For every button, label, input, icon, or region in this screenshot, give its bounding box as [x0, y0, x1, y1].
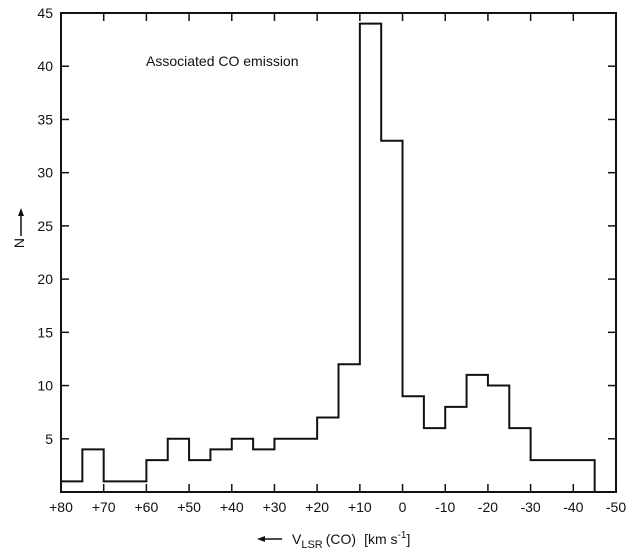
x-tick-label: -10	[435, 499, 455, 515]
histogram-bar	[339, 364, 360, 492]
x-tick-label: -20	[478, 499, 498, 515]
histogram-bar	[125, 481, 146, 492]
histogram-bar	[210, 449, 231, 492]
x-tick-label: +20	[305, 499, 329, 515]
y-tick-label: 15	[37, 324, 53, 340]
y-tick-label: 40	[37, 58, 53, 74]
histogram-bar	[317, 417, 338, 492]
x-axis-label-suffix: (CO)	[326, 531, 356, 547]
x-tick-label: +10	[348, 499, 372, 515]
x-tick-label: -40	[563, 499, 583, 515]
histogram-bar	[509, 428, 530, 492]
y-tick-label: 25	[37, 218, 53, 234]
histogram-outline	[60, 22, 596, 492]
histogram-bar	[360, 24, 381, 492]
histogram-bar	[424, 428, 445, 492]
x-axis-label-bracket-open: [	[364, 531, 368, 547]
x-tick-label: -30	[520, 499, 540, 515]
x-tick-label: 0	[399, 499, 407, 515]
x-tick-label: +70	[92, 499, 116, 515]
y-tick-label: 45	[37, 5, 53, 21]
y-tick-label: 10	[37, 378, 53, 394]
histogram-bar	[488, 386, 509, 492]
x-tick-label: +30	[263, 499, 287, 515]
histogram-bar	[253, 449, 274, 492]
histogram-bar	[296, 439, 317, 492]
histogram-bar	[61, 481, 82, 492]
histogram-bar	[467, 375, 488, 492]
x-tick-label: +50	[177, 499, 201, 515]
chart-annotation: Associated CO emission	[146, 53, 299, 69]
x-axis-label: VLSR (CO) [km s-1]	[257, 530, 410, 551]
histogram-bar	[82, 449, 103, 492]
x-axis-label-text: VLSR (CO) [km s-1]	[292, 530, 410, 551]
x-tick-label: +80	[49, 499, 73, 515]
histogram-bar	[381, 141, 402, 492]
histogram-bar	[146, 460, 167, 492]
histogram-bar	[552, 460, 573, 492]
histogram-bar	[445, 407, 466, 492]
histogram-bar	[531, 460, 552, 492]
y-axis-label-text: N	[11, 238, 27, 248]
x-tick-label: +60	[135, 499, 159, 515]
y-tick-label: 30	[37, 165, 53, 181]
histogram-bar	[573, 460, 594, 492]
x-tick-label: -50	[606, 499, 626, 515]
x-axis-label-units-exponent: -1	[398, 530, 407, 541]
x-axis-label-bracket-close: ]	[406, 531, 410, 547]
y-axis-ticks: 5 10 15 20 25 30 35 40 45	[37, 5, 616, 447]
x-axis-ticks: +80 +70 +60 +50 +40 +30 +20 +10 0 -10 -20 -30 -40 -50	[49, 13, 626, 515]
y-tick-label: 20	[37, 271, 53, 287]
y-axis-label-arrow-head	[18, 208, 24, 216]
histogram-bar	[104, 481, 125, 492]
y-tick-label: 5	[45, 431, 53, 447]
plot-frame	[60, 12, 617, 493]
x-axis-label-arrow-head	[257, 536, 265, 542]
x-tick-label: +40	[220, 499, 244, 515]
histogram-bar	[232, 439, 253, 492]
histogram-bar	[403, 396, 424, 492]
histogram-bar	[168, 439, 189, 492]
x-axis-label-units: km s	[368, 531, 398, 547]
x-axis-label-prefix: V	[292, 531, 302, 547]
y-axis-label: N	[11, 208, 27, 248]
histogram-bar	[189, 460, 210, 492]
y-tick-label: 35	[37, 111, 53, 127]
histogram-bar	[274, 439, 295, 492]
x-axis-label-subscript: LSR	[301, 539, 322, 551]
